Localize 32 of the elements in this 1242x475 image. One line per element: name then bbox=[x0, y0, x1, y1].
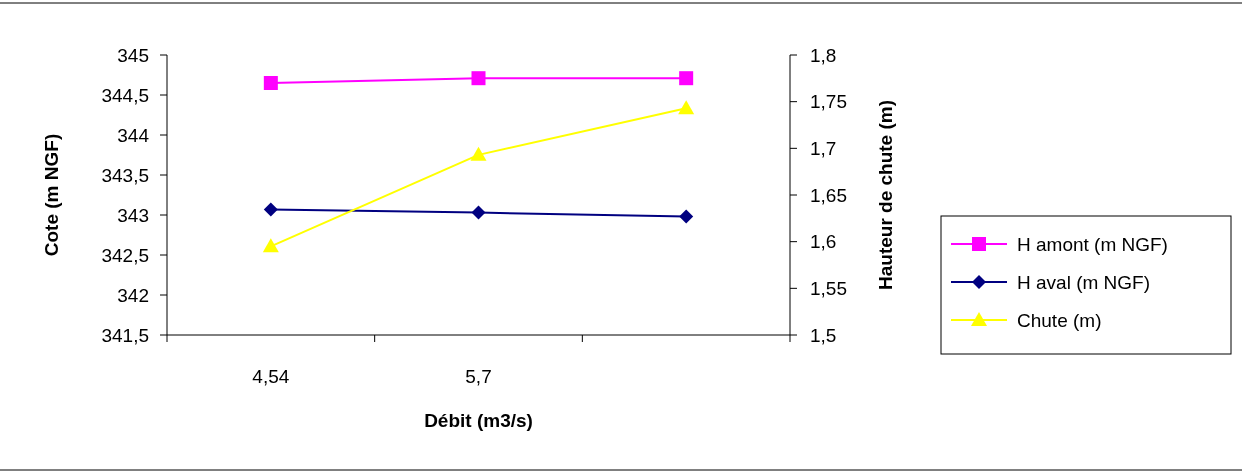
x-tick-label: 4,54 bbox=[252, 366, 290, 387]
y-tick-label: 343,5 bbox=[101, 164, 149, 186]
y-tick-label: 341,5 bbox=[101, 324, 149, 346]
y2-tick-label: 1,7 bbox=[810, 137, 837, 159]
y2-axis-title: Hauteur de chute (m) bbox=[875, 99, 896, 291]
y-tick-label: 342,5 bbox=[101, 244, 149, 266]
legend-label: H aval (m NGF) bbox=[1017, 271, 1150, 293]
y-tick-label: 342 bbox=[117, 284, 149, 306]
y-axis-title: Cote (m NGF) bbox=[41, 133, 62, 257]
point bbox=[262, 238, 279, 253]
x-axis-title: Débit (m3/s) bbox=[424, 410, 533, 431]
point bbox=[679, 209, 694, 224]
y-tick-label: 344,5 bbox=[101, 84, 149, 106]
y2-tick-label: 1,55 bbox=[810, 277, 847, 299]
y-tick-label: 343 bbox=[117, 204, 149, 226]
legend-label: H amont (m NGF) bbox=[1017, 233, 1168, 255]
point bbox=[678, 100, 695, 115]
point bbox=[679, 71, 694, 86]
point bbox=[470, 146, 487, 161]
legend-label: Chute (m) bbox=[1017, 309, 1102, 331]
y-tick-label: 344 bbox=[117, 124, 150, 146]
y2-tick-label: 1,75 bbox=[810, 91, 847, 113]
point bbox=[471, 205, 486, 220]
y2-tick-label: 1,8 bbox=[810, 44, 837, 66]
point bbox=[263, 76, 278, 90]
point bbox=[471, 71, 486, 86]
y2-tick-label: 1,5 bbox=[810, 324, 837, 346]
y-tick-label: 345 bbox=[117, 44, 149, 66]
y2-tick-label: 1,65 bbox=[810, 184, 847, 206]
x-tick-label: 5,7 bbox=[465, 366, 492, 387]
point bbox=[263, 202, 278, 217]
y2-tick-label: 1,6 bbox=[810, 231, 837, 253]
